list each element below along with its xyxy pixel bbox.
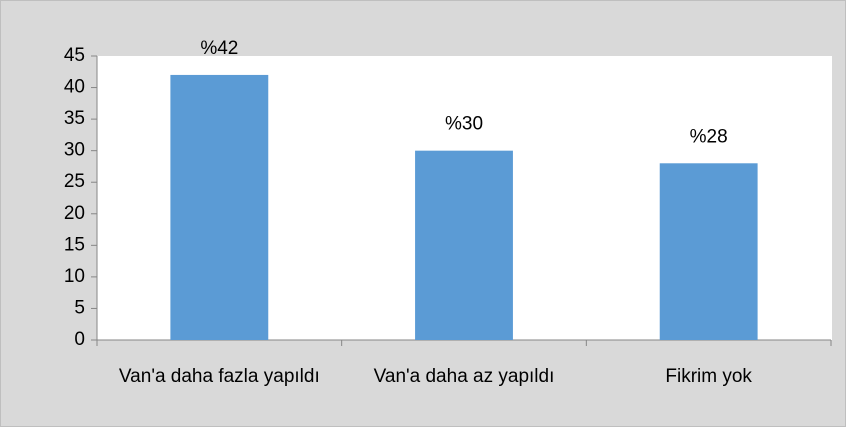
y-tick-label: 20 xyxy=(64,203,85,224)
x-tick-label: Van'a daha fazla yapıldı xyxy=(118,366,320,387)
y-tick-label: 0 xyxy=(74,329,85,350)
bar xyxy=(659,163,758,340)
bar xyxy=(170,74,269,340)
y-tick-label: 15 xyxy=(64,234,85,255)
data-label: %30 xyxy=(445,114,483,135)
x-tick-label: Van'a daha az yapıldı xyxy=(373,366,555,387)
y-tick-label: 40 xyxy=(64,77,85,98)
y-tick-label: 5 xyxy=(74,297,85,318)
y-tick-label: 25 xyxy=(64,171,85,192)
data-label: %28 xyxy=(690,126,728,147)
y-tick-label: 10 xyxy=(64,266,85,287)
bar xyxy=(415,150,513,340)
data-label: %42 xyxy=(200,38,238,59)
y-tick-label: 30 xyxy=(64,140,85,161)
y-tick-label: 45 xyxy=(64,45,85,66)
x-tick-label: Fikrim yok xyxy=(665,366,752,387)
y-tick-label: 35 xyxy=(64,108,85,129)
